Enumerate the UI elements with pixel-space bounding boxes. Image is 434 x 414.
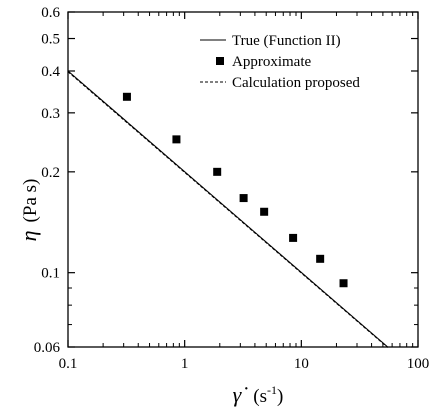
- approximate-data-point: [122, 92, 131, 101]
- y-tick-label: 0.06: [34, 340, 61, 356]
- approximate-data-point: [289, 233, 298, 242]
- x-tick-label: 100: [407, 356, 430, 372]
- plot-area-frame: [67, 11, 419, 348]
- x-tick-label: 0.1: [59, 356, 78, 372]
- x-tick-label: 10: [294, 356, 309, 372]
- y-axis-title: η(Pa s): [16, 179, 41, 242]
- legend-label: Approximate: [232, 54, 311, 70]
- y-tick-label: 0.1: [41, 266, 60, 282]
- legend-approximate-marker: [216, 57, 224, 65]
- approximate-data-point: [239, 194, 248, 203]
- y-tick-label: 0.5: [41, 32, 60, 48]
- x-tick-label: 1: [181, 356, 189, 372]
- legend-label: True (Function II): [232, 33, 341, 49]
- approximate-data-point: [316, 254, 325, 263]
- approximate-data-point: [339, 279, 348, 288]
- y-tick-label: 0.2: [41, 165, 60, 181]
- calculation-proposed-line: [67, 71, 389, 348]
- approximate-data-point: [260, 207, 269, 216]
- approximate-data-point: [213, 167, 222, 176]
- x-axis-title: γ̇ (s-1): [233, 382, 284, 407]
- y-tick-label: 0.3: [41, 106, 60, 122]
- approximate-data-point: [172, 135, 181, 144]
- legend-label: Calculation proposed: [232, 75, 360, 91]
- y-tick-label: 0.4: [41, 64, 60, 80]
- y-tick-label: 0.6: [41, 5, 60, 21]
